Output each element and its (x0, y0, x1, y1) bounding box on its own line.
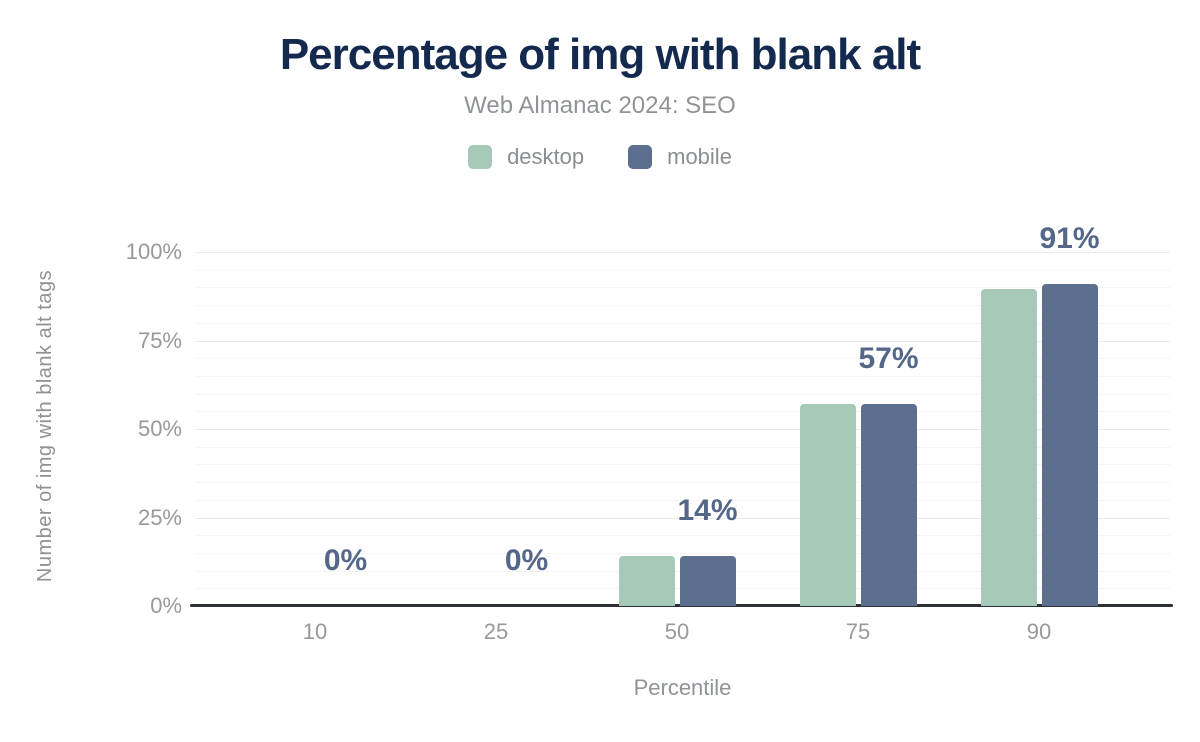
gridline (195, 269, 1170, 271)
x-tick-label-p75: 75 (845, 619, 871, 644)
mobile-legend-swatch-icon (628, 145, 653, 169)
chart-title: Percentage of img with blank alt (279, 30, 921, 79)
gridline (195, 464, 1170, 466)
bar-mobile-p50[interactable] (679, 556, 736, 606)
legend-label-mobile: mobile (667, 144, 732, 169)
x-tick-label-p50: 50 (664, 619, 690, 644)
y-tick-label: 0% (150, 593, 182, 618)
gridline (195, 340, 1170, 342)
bar-desktop-p90[interactable] (980, 289, 1037, 606)
value-label-p50: 14% (677, 494, 738, 528)
bar-mobile-p75[interactable] (860, 404, 917, 606)
legend-item-mobile: mobile (628, 144, 732, 170)
gridline (195, 446, 1170, 448)
x-tick-label-p10: 10 (302, 619, 328, 644)
value-label-p90: 91% (1039, 221, 1100, 255)
gridline (195, 375, 1170, 377)
x-tick-label-p90: 90 (1026, 619, 1052, 644)
y-tick-label: 75% (137, 327, 182, 353)
y-tick-label: 100% (125, 239, 182, 264)
gridline (195, 429, 1170, 430)
gridline (195, 358, 1170, 360)
gridline (195, 252, 1170, 253)
value-label-p75: 57% (858, 342, 919, 376)
chart-subtitle: Web Almanac 2024: SEO (464, 92, 736, 119)
y-tick-label: 25% (137, 504, 182, 530)
gridline (195, 552, 1170, 554)
value-label-p25: 0% (504, 544, 549, 577)
gridline (195, 517, 1170, 519)
legend: desktop mobile (0, 142, 1200, 172)
gridline (195, 287, 1170, 289)
legend-item-desktop: desktop (468, 144, 584, 170)
bar-desktop-p50[interactable] (618, 556, 675, 606)
plot-area: Percentile 0% 10 0% 25 14% 50 57% 75 91% 90 (190, 222, 1173, 700)
bar-desktop-p75[interactable] (799, 404, 856, 606)
x-axis-title: Percentile (633, 675, 732, 700)
legend-label-desktop: desktop (507, 144, 585, 169)
gridline (195, 535, 1170, 537)
gridline (195, 411, 1170, 413)
x-tick-label-p25: 25 (483, 619, 509, 644)
gridline (195, 393, 1170, 395)
value-label-p10: 0% (323, 544, 368, 577)
y-tick-label: 50% (137, 416, 182, 441)
bar-mobile-p90[interactable] (1041, 283, 1098, 606)
desktop-legend-swatch-icon (468, 145, 493, 169)
gridline (195, 499, 1170, 501)
gridline (195, 322, 1170, 324)
gridline (195, 482, 1170, 484)
gridline (195, 305, 1170, 307)
